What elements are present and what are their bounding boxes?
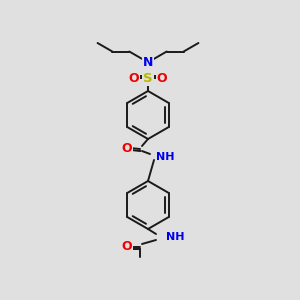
Text: NH: NH — [156, 152, 175, 162]
Text: O: O — [122, 241, 132, 254]
Text: O: O — [122, 142, 132, 154]
Text: O: O — [157, 71, 167, 85]
Text: N: N — [143, 56, 153, 70]
Text: O: O — [129, 71, 139, 85]
Text: S: S — [143, 71, 153, 85]
Text: NH: NH — [166, 232, 184, 242]
